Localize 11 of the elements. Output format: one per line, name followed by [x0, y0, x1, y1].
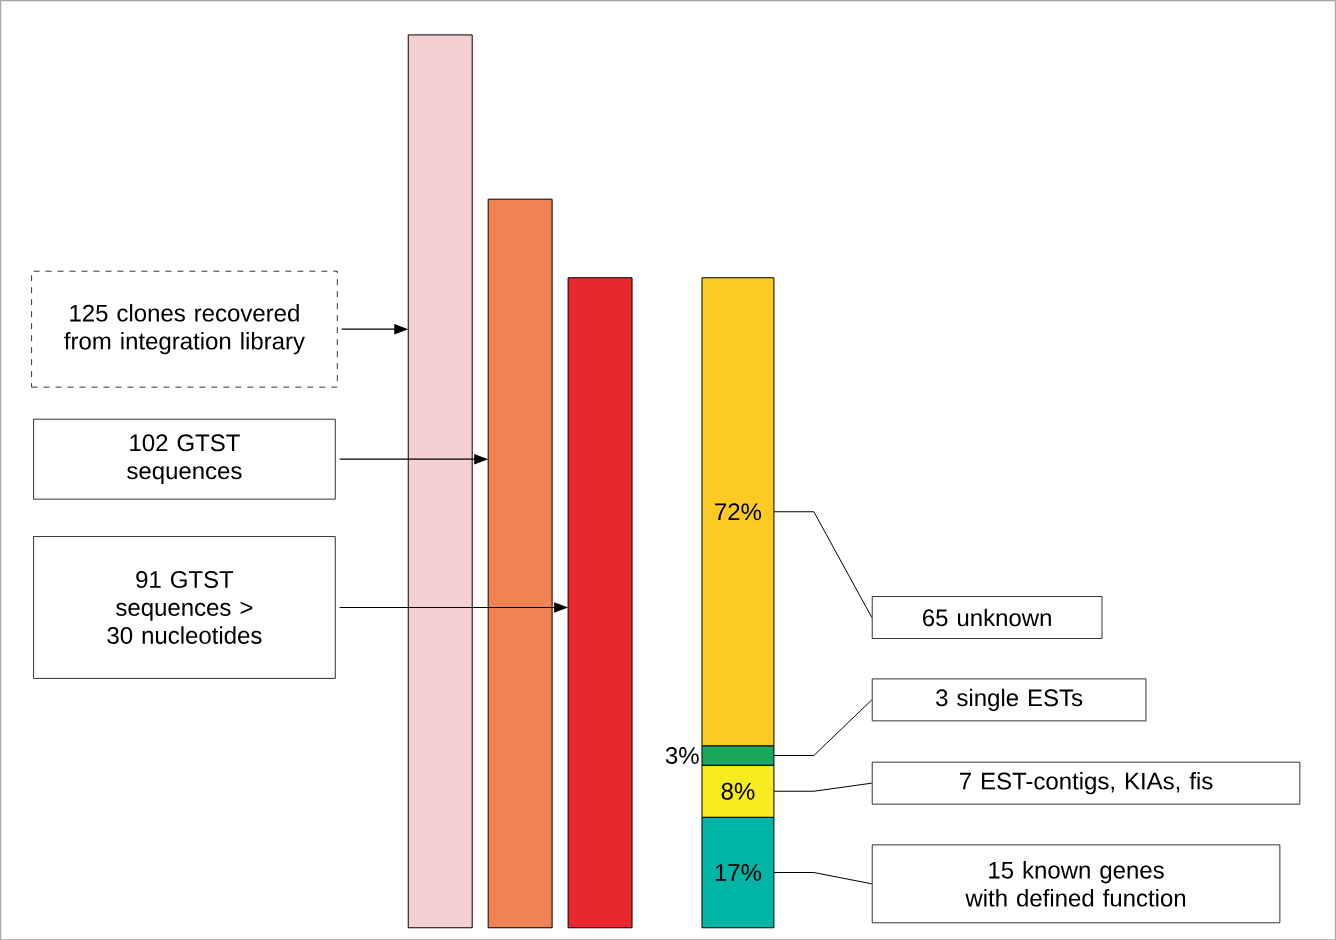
text: 7 EST-contigs, KIAs, fis — [959, 771, 1213, 795]
text: 125 clones recovered from integration library — [64, 303, 305, 355]
text: 91 GTST sequences > 30 nucleotides — [107, 570, 262, 644]
data-label: 17% — [715, 863, 762, 881]
text: 102 GTST sequences — [127, 434, 242, 484]
text: 3 single ESTs — [936, 688, 1083, 711]
data-label: 8% — [721, 782, 755, 800]
data-label: 72% — [715, 503, 762, 521]
text: 15 known genes with defined function — [965, 860, 1186, 907]
text: 65 unknown — [923, 608, 1051, 627]
data-label: 3% — [665, 746, 699, 764]
